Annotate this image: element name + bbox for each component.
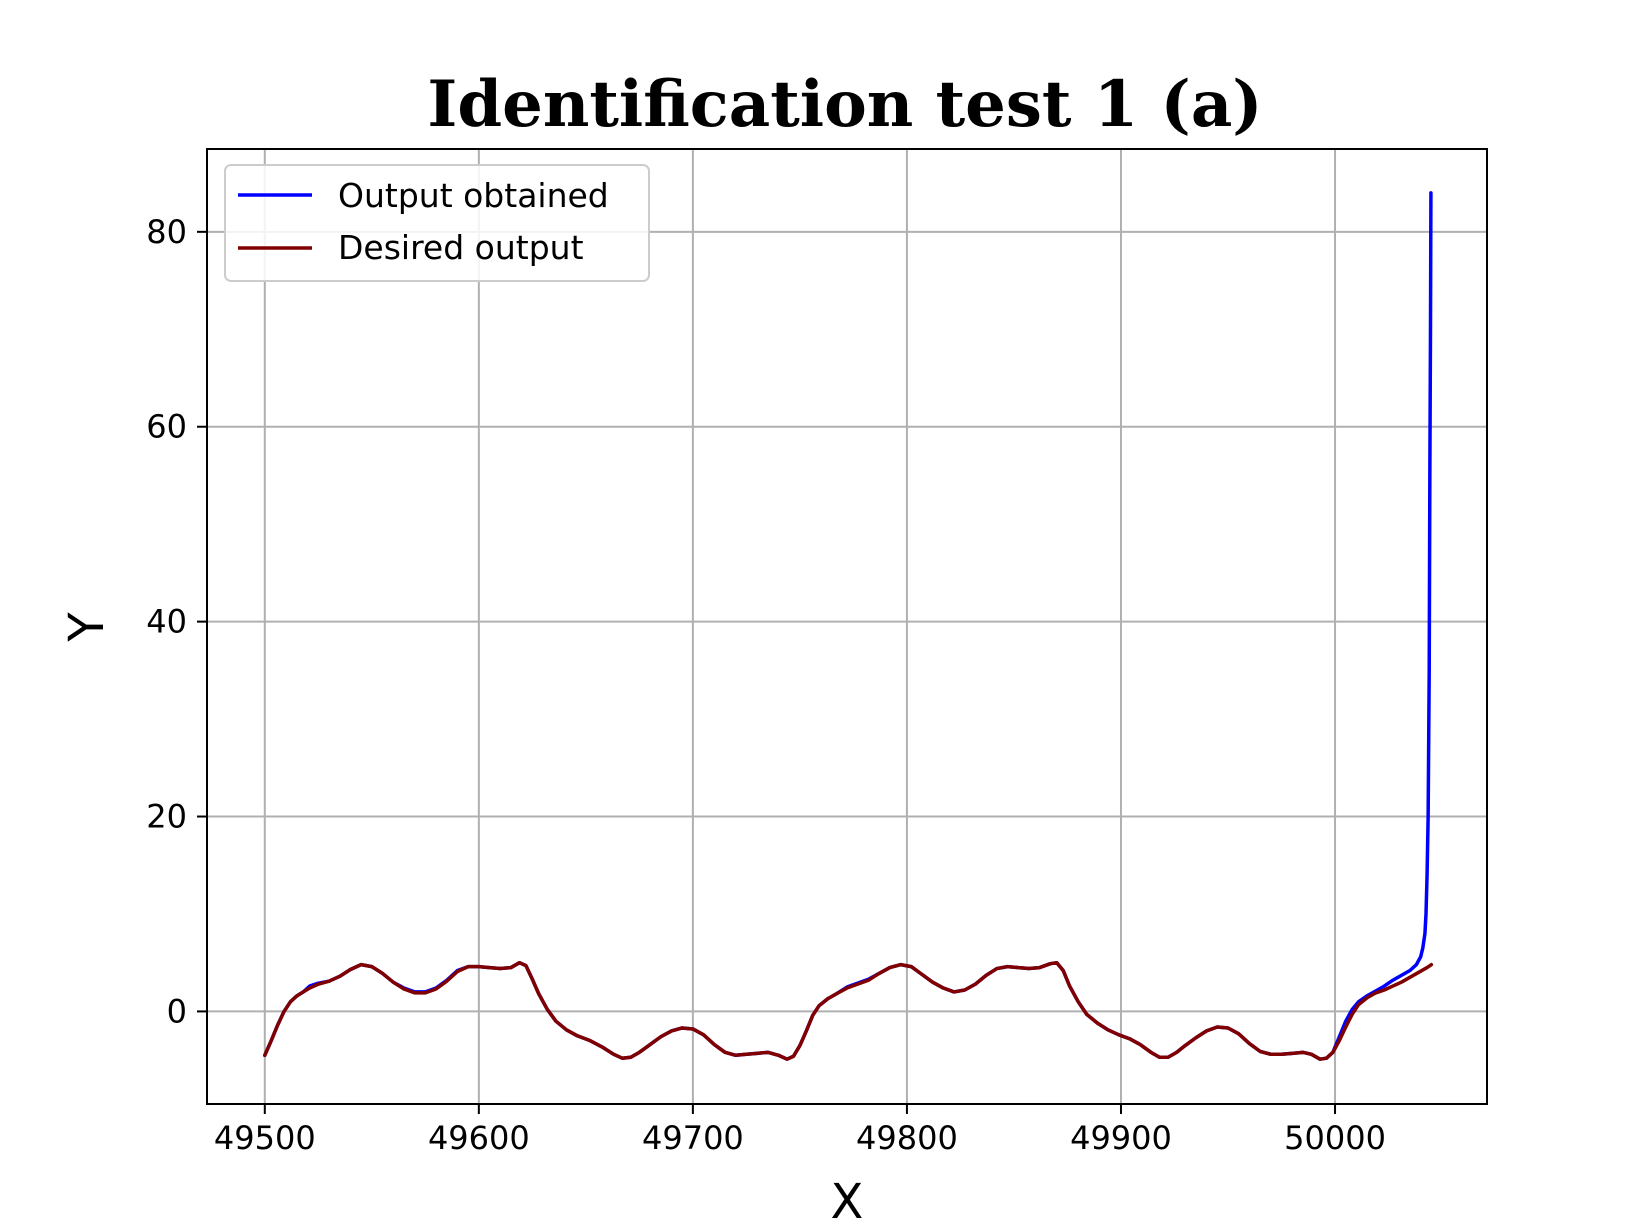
x-tick-label: 49500 [214,1119,316,1157]
grid-lines [207,149,1487,1104]
y-axis-label: Y [59,612,115,643]
y-tick-label: 60 [146,408,187,446]
legend-box [224,164,650,282]
legend-label-desired-output: Desired output [338,228,584,267]
legend-label-output-obtained: Output obtained [338,176,609,215]
axis-ticks: 49500 49600 49700 49800 49900 50000 0 20 40 60 80 [146,213,1386,1157]
x-tick-label: 49600 [428,1119,530,1157]
y-tick-label: 0 [167,992,187,1030]
x-tick-label: 49700 [642,1119,744,1157]
legend: Output obtained Desired output [224,164,650,282]
plot-series [263,191,1434,1061]
y-tick-label: 80 [146,213,187,251]
plot-area-frame [206,148,1488,1105]
y-tick-label: 40 [146,603,187,641]
y-tick-label: 20 [146,798,187,836]
desired-output-line [263,960,1434,1061]
chart-title: Identification test 1 (a) [427,67,1262,142]
x-tick-label: 49900 [1070,1119,1172,1157]
x-axis-label: X [831,1174,864,1228]
x-tick-label: 50000 [1284,1119,1386,1157]
x-tick-label: 49800 [856,1119,958,1157]
